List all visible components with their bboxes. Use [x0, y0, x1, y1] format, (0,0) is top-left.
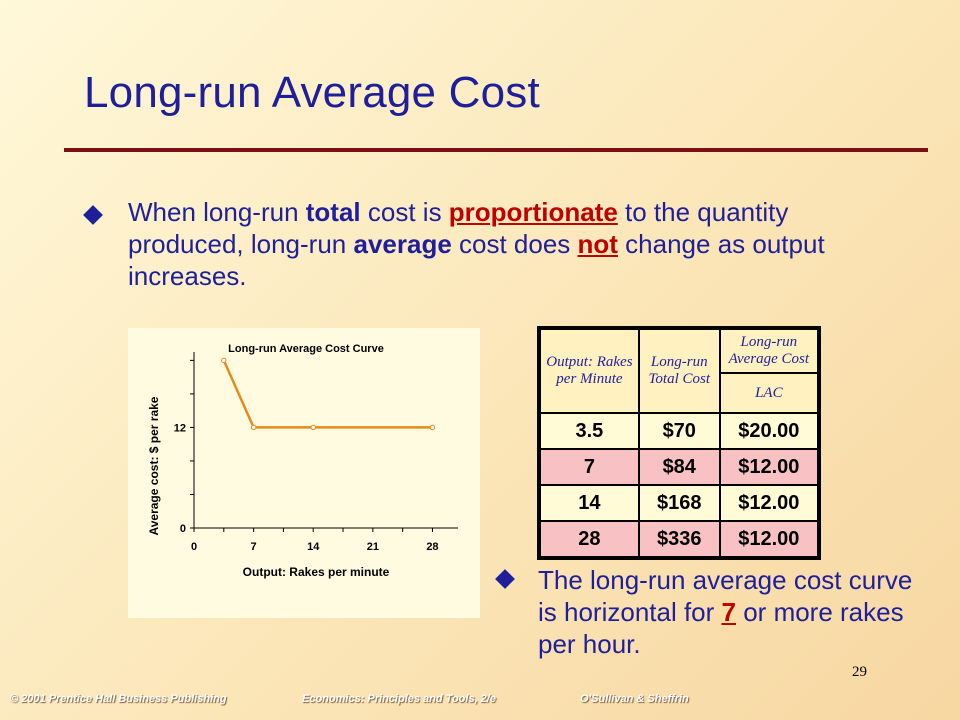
- footer-publisher: © 2001 Prentice Hall Business Publishing: [10, 693, 227, 705]
- title-divider: [64, 148, 928, 152]
- x-tick-label: 28: [426, 541, 438, 553]
- bullet-text-1: When long-run total cost is proportionat…: [128, 196, 868, 292]
- y-tick-label: 0: [180, 523, 186, 535]
- table-cell: 3.5: [539, 412, 640, 450]
- table-cell: $84: [637, 448, 721, 486]
- footer-book: Economics: Principles and Tools, 2/e: [302, 693, 496, 705]
- table-cell: $12.00: [718, 520, 820, 558]
- table-cell: $70: [637, 412, 721, 450]
- table-cell: $20.00: [718, 412, 820, 450]
- slide-title: Long-run Average Cost: [84, 68, 540, 117]
- bullet1-middle2: to the quantity produced, long-run: [128, 197, 789, 259]
- bullet-text-2: The long-run average cost curve is horiz…: [538, 564, 918, 660]
- cost-table: Output: Rakes per Minute Long-run Total …: [537, 326, 821, 560]
- bullet1-total: total: [305, 197, 361, 227]
- table-cell: $168: [637, 484, 721, 522]
- chart-y-axis-label: Average cost: $ per rake: [147, 396, 161, 535]
- bullet1-middle1: cost is: [360, 197, 449, 227]
- table-row: 3.5 $70 $20.00: [539, 412, 820, 450]
- table-cell: $12.00: [718, 448, 820, 486]
- data-point: [310, 424, 316, 431]
- chart-panel: Long-run Average Cost Curve Average cost…: [128, 328, 480, 618]
- data-point: [221, 357, 227, 364]
- bullet1-proportionate: proportionate: [448, 197, 618, 227]
- table-cell: $12.00: [718, 484, 820, 522]
- footer-authors: O'Sullivan & Sheffrin: [580, 693, 689, 705]
- chart-marks: 0 7 14 21 28 0 12: [174, 352, 458, 553]
- x-tick-label: 21: [367, 541, 379, 553]
- x-tick-label: 0: [191, 541, 197, 553]
- table-subheader-row: LAC: [540, 372, 820, 414]
- bullet2-seven: 7: [721, 597, 736, 627]
- bullet1-suffix: change as output increases.: [128, 229, 825, 291]
- y-tick-label: 12: [174, 422, 186, 434]
- table-row: 14 $168 $12.00: [539, 484, 820, 522]
- header-total-cost: Long-run Total Cost: [637, 328, 721, 414]
- table-cell: $336: [637, 520, 721, 558]
- data-point: [250, 424, 257, 431]
- header-output: Output: Rakes per Minute: [539, 328, 640, 414]
- table-cell: 28: [539, 520, 640, 558]
- bullet1-prefix: When long-run: [128, 197, 306, 227]
- x-tick-label: 7: [251, 541, 257, 553]
- data-point: [429, 424, 436, 431]
- table-cell: 7: [539, 448, 640, 486]
- table-row: 28 $336 $12.00: [539, 520, 820, 558]
- diamond-bullet-icon: [495, 569, 515, 589]
- lac-curve: [222, 359, 433, 429]
- cost-table-grid: Output: Rakes per Minute Long-run Total …: [539, 328, 820, 558]
- chart-x-axis-label: Output: Rakes per minute: [243, 565, 390, 579]
- header-average-cost: Long-run Average Cost: [718, 328, 820, 374]
- bullet1-average: average: [353, 229, 452, 259]
- bullet2-prefix: The long-run average cost curve is horiz…: [538, 565, 913, 627]
- diamond-bullet-icon: [83, 205, 103, 225]
- page-number: 29: [852, 664, 867, 680]
- header-lac: LAC: [718, 372, 820, 414]
- bullet2-suffix: or more rakes per hour.: [538, 597, 904, 659]
- lac-chart: Long-run Average Cost Curve Average cost…: [147, 343, 458, 579]
- x-tick-label: 14: [307, 541, 320, 553]
- table-header-row: Output: Rakes per Minute Long-run Total …: [539, 328, 820, 414]
- bullet1-middle3: cost does: [451, 229, 578, 259]
- chart-title: Long-run Average Cost Curve: [228, 343, 384, 355]
- table-row: 7 $84 $12.00: [539, 448, 820, 486]
- table-cell: 14: [539, 484, 640, 522]
- bullet1-not: not: [577, 229, 618, 259]
